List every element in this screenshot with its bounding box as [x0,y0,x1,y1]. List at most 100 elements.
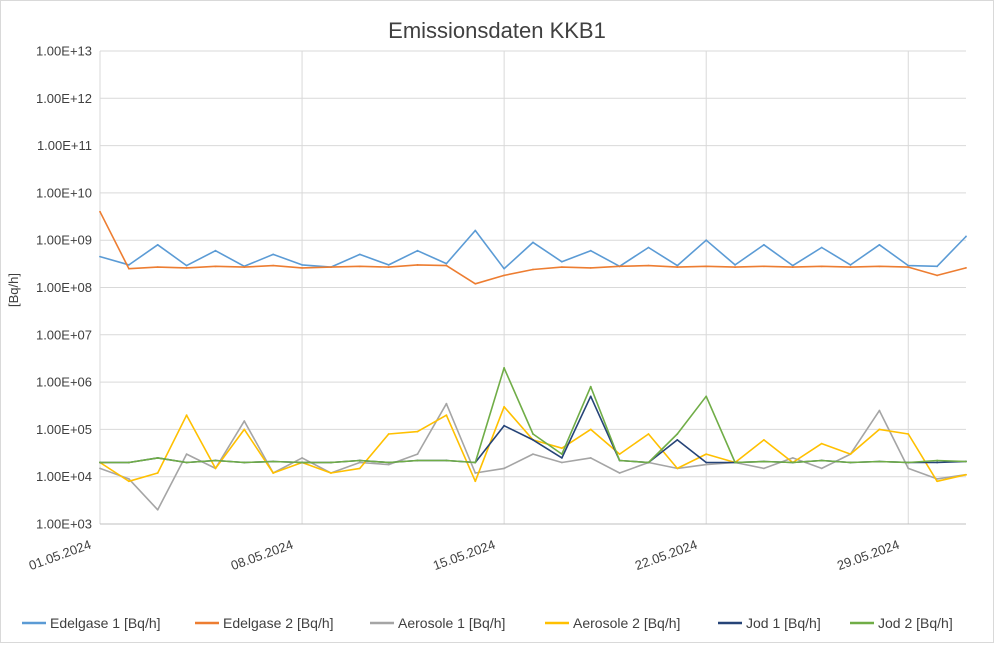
data-point [214,467,217,470]
data-point [156,243,159,246]
data-point [532,241,534,244]
data-point [416,430,419,433]
data-point [647,461,650,464]
data-point [560,453,563,456]
data-point [907,433,910,435]
data-point [503,405,506,408]
data-point [358,467,361,470]
data-point [416,264,419,266]
data-point [560,260,563,263]
data-point [647,433,650,435]
data-point [705,395,708,398]
data-point [474,282,477,285]
data-point [763,265,765,268]
data-point [618,459,621,462]
data-point [820,459,823,462]
data-point [705,453,708,456]
data-point [445,264,448,267]
legend-label-6: Jod 2 [Bq/h] [878,615,953,631]
data-point [387,266,390,268]
data-point [301,461,303,464]
legend-label-2: Edelgase 2 [Bq/h] [223,615,334,631]
data-point [243,428,246,431]
data-point [820,442,823,445]
data-point [387,463,390,466]
data-point [618,453,621,456]
data-point [127,264,130,266]
data-point [99,461,101,464]
data-point [589,385,592,388]
data-point [878,265,881,268]
data-point [647,246,650,249]
data-point [127,267,130,270]
grid [99,50,966,525]
legend-label-4: Aerosole 2 [Bq/h] [573,615,680,631]
data-point [705,463,708,466]
data-point [589,428,592,431]
y-tick-label: 1.00E+05 [36,422,92,437]
data-point [676,433,679,435]
data-point [734,461,736,464]
data-point [503,274,506,277]
data-point [849,266,852,268]
data-point [676,467,679,470]
data-point [445,459,448,462]
data-point [156,472,159,474]
legend: Edelgase 1 [Bq/h] Edelgase 2 [Bq/h] Aeroso… [22,615,953,631]
data-point [936,265,939,268]
series-lines [99,210,967,511]
data-point [907,264,910,267]
data-point [474,229,477,232]
data-point [301,266,303,269]
data-point [503,467,506,470]
y-tick-label: 1.00E+10 [36,185,92,200]
data-point [965,235,967,238]
data-point [503,424,506,427]
data-point [791,461,794,464]
data-point [474,472,477,474]
data-point [387,433,390,435]
data-point [185,266,188,269]
data-point [878,409,881,412]
data-point [358,461,361,464]
data-point [676,438,679,441]
data-point [734,266,736,268]
y-tick-label: 1.00E+13 [36,44,92,59]
y-axis-label: [Bq/h] [6,273,21,307]
data-point [243,420,246,422]
data-point [358,253,361,256]
data-point [99,467,101,470]
data-point [936,461,939,464]
data-point [416,453,419,456]
data-point [532,433,534,435]
data-point [156,508,159,511]
y-tick-label: 1.00E+11 [37,138,92,153]
data-point [589,395,592,398]
legend-label-5: Jod 1 [Bq/h] [746,615,821,631]
data-point [358,265,361,268]
data-point [560,456,563,459]
y-tick-label: 1.00E+08 [36,280,92,295]
y-axis-ticks: 1.00E+03 1.00E+04 1.00E+05 1.00E+06 1.00E+07… [36,44,92,532]
data-point [676,264,679,267]
data-point [243,266,246,268]
data-point [214,459,217,462]
data-point [849,461,852,464]
data-point [214,265,217,268]
data-point [214,249,217,252]
data-point [532,268,534,271]
y-tick-label: 1.00E+12 [36,91,92,106]
data-point [301,264,303,266]
data-point [416,249,419,252]
data-point [791,456,794,459]
data-point [734,264,736,266]
data-point [849,264,852,266]
data-point [185,453,188,456]
data-point [330,266,332,268]
data-point [763,243,765,246]
data-point [936,459,939,462]
data-point [185,461,188,464]
data-point [185,264,188,267]
data-point [705,265,708,268]
